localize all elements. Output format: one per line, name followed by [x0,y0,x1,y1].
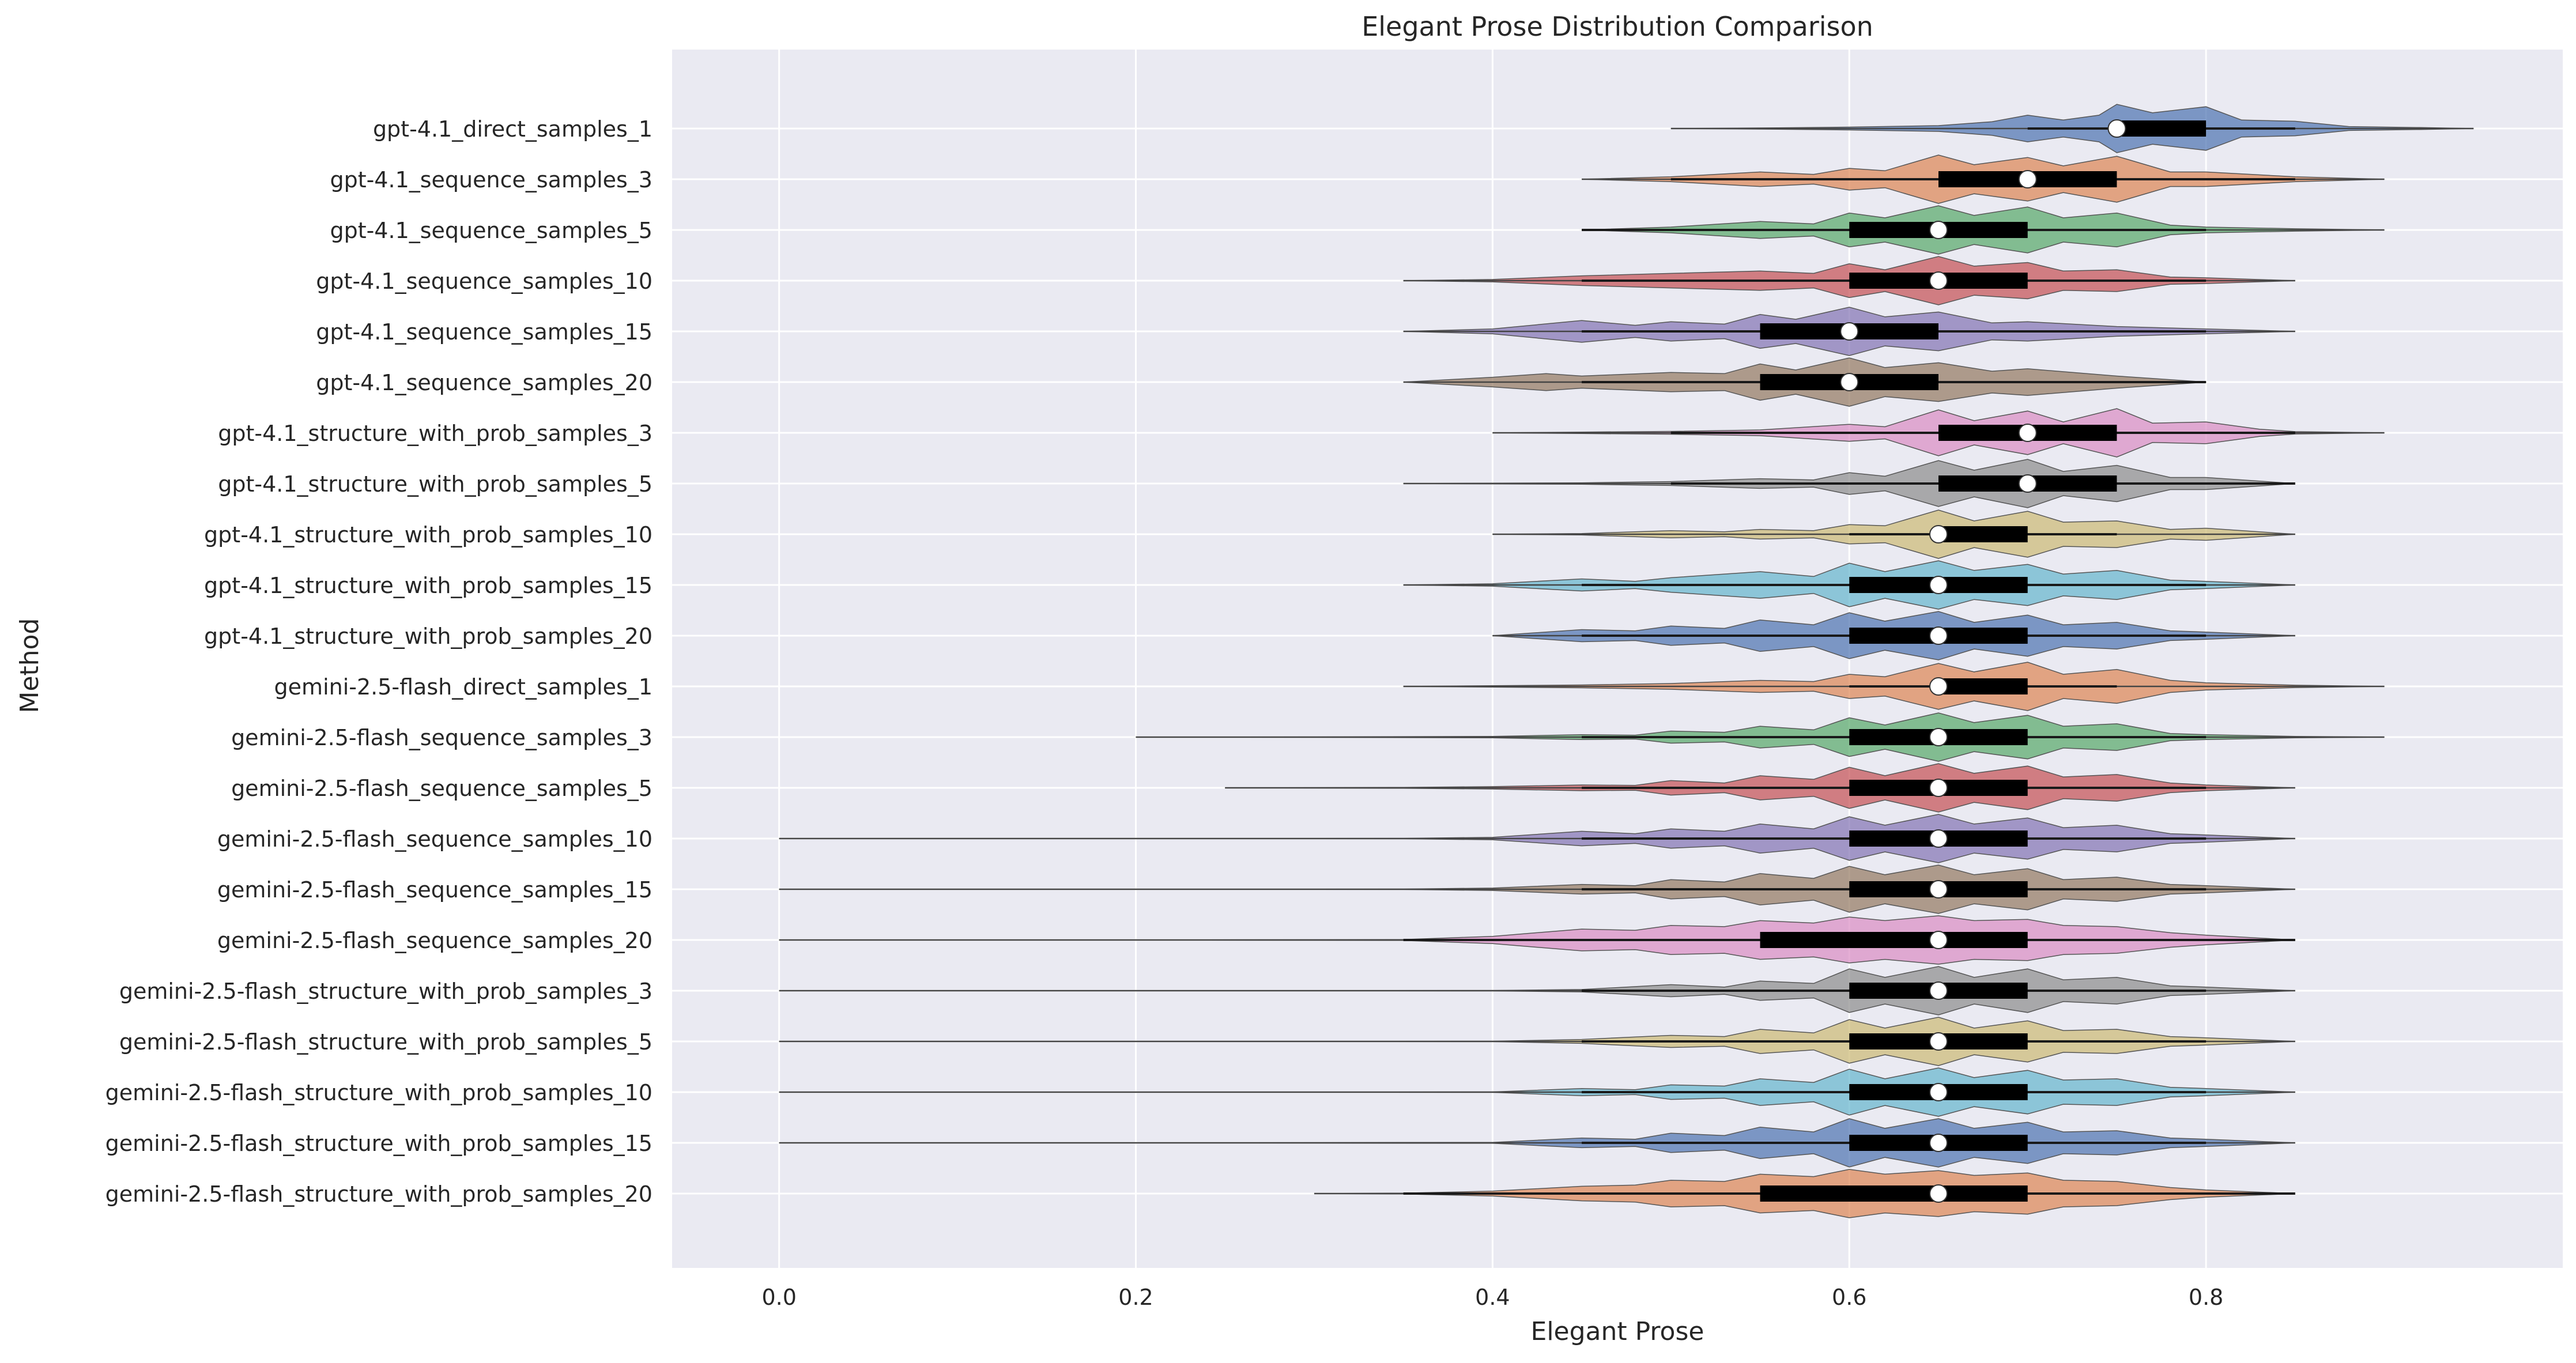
y-tick-label: gemini-2.5-flash_sequence_samples_20 [217,928,653,953]
median-point [1929,576,1948,594]
median-point [2107,119,2126,138]
violin [779,915,2295,965]
x-tick-label: 0.8 [2189,1285,2223,1310]
chart-title: Elegant Prose Distribution Comparison [1361,11,1873,42]
violin [779,1017,2295,1066]
y-tick-label: gpt-4.1_sequence_samples_20 [316,370,653,395]
x-gridlines [778,50,2207,1268]
iqr-box [2117,120,2207,137]
violin [1582,154,2385,204]
violin [1492,509,2295,559]
y-tick-label: gpt-4.1_direct_samples_1 [373,116,653,142]
median-point [1840,373,1859,391]
x-axis-label: Elegant Prose [1531,1317,1704,1346]
violin [779,1067,2295,1117]
x-tick-label: 0.2 [1118,1285,1153,1310]
y-tick-label: gemini-2.5-flash_sequence_samples_15 [217,877,653,903]
violin [779,814,2295,863]
y-tick-label: gpt-4.1_sequence_samples_5 [330,218,653,243]
median-point [1929,931,1948,949]
violin [1403,307,2295,356]
y-tick-label: gemini-2.5-flash_structure_with_prob_sam… [119,1029,653,1055]
median-point [1929,677,1948,696]
iqr-box [1938,526,2028,542]
x-tick-labels: 0.0 0.2 0.4 0.6 0.8 [761,1285,2223,1310]
violin [1225,763,2295,813]
median-point [1840,322,1859,341]
iqr-box [1938,678,2028,694]
median-point [1929,221,1948,239]
y-axis-label: Method [15,618,44,713]
y-tick-label: gemini-2.5-flash_direct_samples_1 [274,674,653,700]
median-point [1929,626,1948,645]
y-tick-label: gpt-4.1_structure_with_prob_samples_20 [204,624,653,649]
violin [1670,104,2474,153]
y-tick-label: gpt-4.1_structure_with_prob_samples_3 [218,421,653,446]
y-tick-label: gpt-4.1_structure_with_prob_samples_5 [218,471,653,497]
violin [1492,408,2385,458]
y-tick-label: gpt-4.1_structure_with_prob_samples_10 [204,522,653,548]
y-tick-label: gemini-2.5-flash_sequence_samples_5 [231,776,653,801]
iqr-box [1760,932,2028,948]
median-point [1929,525,1948,543]
y-tick-label: gpt-4.1_sequence_samples_3 [330,167,653,192]
violin [1314,1169,2295,1218]
median-point [1929,829,1948,848]
median-point [1929,779,1948,797]
median-point [2018,170,2037,188]
violin [1403,560,2295,610]
violin [779,966,2295,1015]
median-point [1929,1083,1948,1101]
y-tick-label: gpt-4.1_sequence_samples_15 [316,319,653,345]
y-tick-label: gemini-2.5-flash_structure_with_prob_sam… [119,979,653,1004]
y-tick-label: gemini-2.5-flash_structure_with_prob_sam… [105,1131,653,1156]
median-point [1929,981,1948,1000]
violin [1136,712,2385,762]
violin [1582,205,2385,255]
y-tick-label: gemini-2.5-flash_sequence_samples_3 [231,725,653,750]
median-point [2018,474,2037,493]
iqr-box [1760,1185,2028,1202]
violin [1403,357,2207,407]
median-point [2018,424,2037,442]
median-point [1929,880,1948,898]
median-point [1929,271,1948,290]
y-tick-label: gpt-4.1_structure_with_prob_samples_15 [204,573,653,598]
y-tick-labels: gpt-4.1_direct_samples_1 gpt-4.1_sequence… [105,116,653,1207]
violin [1403,459,2295,508]
median-point [1929,1184,1948,1203]
plot-background [672,50,2563,1268]
y-tick-label: gemini-2.5-flash_structure_with_prob_sam… [105,1080,653,1105]
violin [1403,662,2385,711]
violin [1492,611,2295,660]
x-tick-label: 0.0 [761,1285,796,1310]
x-tick-label: 0.4 [1475,1285,1510,1310]
y-tick-label: gemini-2.5-flash_structure_with_prob_sam… [105,1181,653,1207]
violin [1403,256,2295,305]
x-tick-label: 0.6 [1832,1285,1866,1310]
median-point [1929,728,1948,746]
y-tick-label: gemini-2.5-flash_sequence_samples_10 [217,826,653,852]
violin [779,1118,2295,1168]
median-point [1929,1134,1948,1152]
median-point [1929,1032,1948,1051]
violins [779,104,2474,1218]
violin [779,864,2295,914]
y-tick-label: gpt-4.1_sequence_samples_10 [316,269,653,294]
